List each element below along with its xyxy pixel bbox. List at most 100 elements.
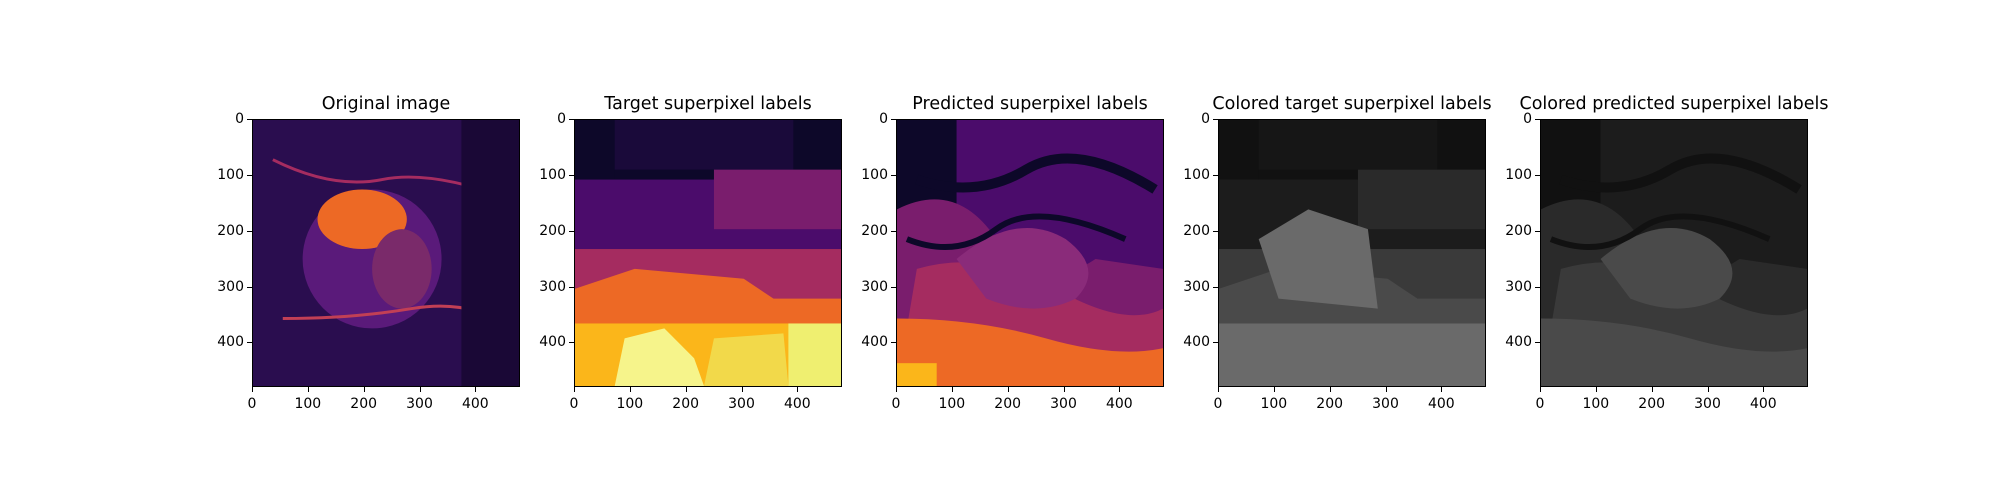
y-tick-mark — [1213, 342, 1218, 344]
y-tick-label: 300 — [1183, 278, 1210, 295]
y-tick-label: 300 — [861, 278, 888, 295]
image-canvas — [1541, 120, 1807, 386]
y-tick-mark — [247, 230, 252, 232]
y-tick-label: 100 — [861, 166, 888, 183]
segment — [1219, 323, 1485, 386]
y-tick-label: 400 — [1183, 334, 1210, 351]
y-tick-label: 0 — [1201, 111, 1210, 127]
y-tick-label: 0 — [1523, 111, 1532, 127]
y-tick-mark — [891, 230, 896, 232]
y-tick-mark — [1213, 174, 1218, 176]
x-tick-label: 300 — [1372, 396, 1399, 412]
y-tick-label: 100 — [539, 166, 566, 183]
y-tick-mark — [247, 174, 252, 176]
x-tick-mark — [896, 387, 897, 392]
image-canvas — [897, 120, 1163, 386]
x-tick-mark — [1007, 387, 1009, 392]
x-tick-mark — [252, 387, 253, 392]
x-tick-label: 300 — [1694, 396, 1721, 412]
image-axes — [1218, 119, 1486, 387]
y-tick-mark — [569, 119, 574, 120]
segment — [614, 120, 794, 170]
segment-edge — [1559, 153, 1802, 194]
y-tick-label: 200 — [217, 222, 244, 239]
x-tick-mark — [951, 387, 953, 392]
x-tick-label: 200 — [1638, 396, 1666, 412]
panel-title: Original image — [321, 94, 451, 114]
y-tick-mark — [569, 174, 574, 176]
x-tick-mark — [685, 387, 687, 392]
y-tick-mark — [1535, 230, 1540, 232]
x-tick-mark — [1329, 387, 1331, 392]
panel-title: Colored target superpixel labels — [1212, 94, 1492, 114]
panel-title: Target superpixel labels — [604, 94, 812, 114]
x-tick-mark — [1707, 387, 1709, 392]
y-tick-label: 400 — [539, 334, 566, 351]
y-tick-mark — [1535, 119, 1540, 120]
y-tick-label: 300 — [539, 278, 566, 295]
segment — [1357, 169, 1485, 230]
y-tick-mark — [247, 342, 252, 344]
x-tick-mark — [1540, 387, 1541, 392]
y-tick-mark — [569, 342, 574, 344]
segment-edge — [905, 213, 1127, 251]
x-tick-mark — [1218, 387, 1219, 392]
y-tick-label: 100 — [1183, 166, 1210, 183]
image-axes — [252, 119, 520, 387]
x-tick-mark — [1763, 387, 1765, 392]
y-tick-label: 300 — [217, 278, 244, 295]
segment-edge — [915, 153, 1158, 194]
y-tick-mark — [891, 342, 896, 344]
x-tick-mark — [475, 387, 477, 392]
segment-edge — [1549, 213, 1771, 251]
y-tick-label: 200 — [861, 222, 888, 239]
segment — [1541, 318, 1807, 386]
bright-region — [317, 189, 407, 250]
x-tick-mark — [797, 387, 799, 392]
y-tick-label: 400 — [861, 334, 888, 351]
y-tick-label: 200 — [1183, 222, 1210, 239]
y-tick-mark — [1213, 119, 1218, 120]
y-tick-label: 0 — [879, 111, 888, 127]
image-canvas — [575, 120, 841, 386]
x-tick-label: 300 — [406, 396, 433, 412]
x-tick-mark — [1595, 387, 1597, 392]
x-tick-mark — [574, 387, 575, 392]
x-tick-label: 0 — [891, 396, 901, 412]
x-tick-label: 100 — [616, 396, 644, 412]
mid-region — [372, 229, 432, 309]
y-tick-mark — [247, 119, 252, 120]
x-tick-label: 100 — [294, 396, 322, 412]
y-tick-mark — [1213, 286, 1218, 288]
y-tick-mark — [891, 286, 896, 288]
x-tick-mark — [307, 387, 309, 392]
y-tick-mark — [1535, 174, 1540, 176]
x-tick-mark — [1119, 387, 1121, 392]
segment — [1258, 120, 1438, 170]
x-tick-label: 200 — [350, 396, 378, 412]
y-tick-mark — [1535, 342, 1540, 344]
y-tick-label: 400 — [1505, 334, 1532, 351]
segment — [614, 328, 705, 386]
x-tick-mark — [363, 387, 365, 392]
x-tick-mark — [1385, 387, 1387, 392]
segment — [897, 318, 1163, 386]
y-tick-label: 200 — [1505, 222, 1532, 239]
x-tick-label: 200 — [672, 396, 700, 412]
dark-right-band — [461, 120, 519, 386]
y-tick-label: 100 — [1505, 166, 1532, 183]
y-tick-label: 100 — [217, 166, 244, 183]
x-tick-label: 0 — [1535, 396, 1545, 412]
segment — [713, 169, 841, 230]
y-tick-label: 0 — [557, 111, 566, 127]
segment — [1600, 227, 1733, 309]
x-tick-label: 400 — [461, 396, 489, 412]
x-tick-label: 400 — [1749, 396, 1777, 412]
y-tick-mark — [569, 230, 574, 232]
x-tick-mark — [1441, 387, 1443, 392]
y-tick-mark — [247, 286, 252, 288]
image-axes — [896, 119, 1164, 387]
panel-title: Predicted superpixel labels — [912, 94, 1148, 114]
segment — [897, 363, 937, 386]
x-tick-mark — [1063, 387, 1065, 392]
